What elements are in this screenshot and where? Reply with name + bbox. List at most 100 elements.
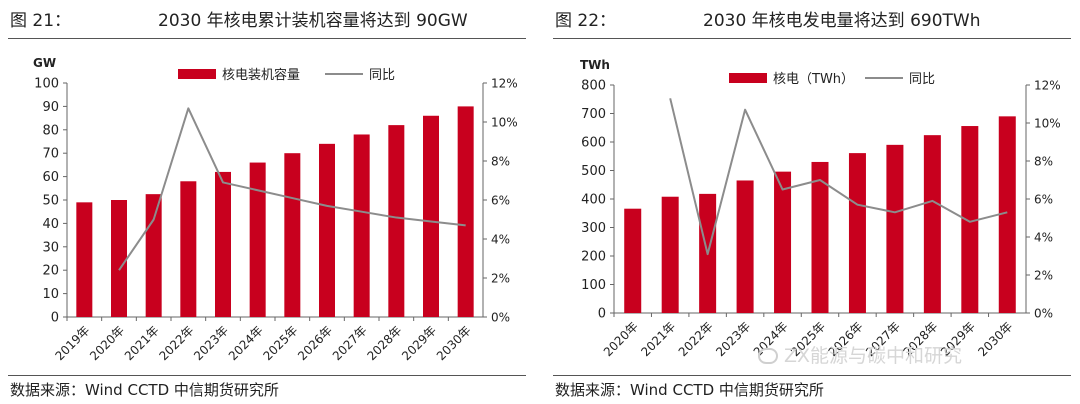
y-left-tick-label: 50 (42, 194, 59, 209)
x-tick-label: 2020年 (601, 319, 641, 359)
legend-bar-swatch (178, 69, 216, 79)
y-left-tick-label: 100 (34, 77, 59, 92)
figure-22-title: 图 22： 2030 年核电发电量将达到 690TWh (555, 6, 1070, 36)
bar (998, 116, 1016, 313)
bar (961, 126, 979, 313)
legend-bar-label: 核电（TWh） (773, 72, 854, 87)
y-left-tick-label: 20 (42, 264, 59, 279)
y-axis-left-unit: TWh (580, 58, 610, 72)
legend-line-label: 同比 (909, 72, 935, 87)
bar (923, 135, 941, 313)
x-tick-label: 2029年 (399, 323, 439, 363)
bar (388, 125, 405, 318)
y-left-tick-label: 0 (598, 307, 606, 322)
y-right-tick-label: 12% (491, 77, 518, 91)
y-axis-left-unit: GW (33, 56, 56, 70)
watermark-text: ZX能源与碳中和研究 (784, 345, 963, 367)
figure-22-title-text: 2030 年核电发电量将达到 690TWh (703, 11, 981, 31)
figure-22-top-rule (553, 38, 1071, 39)
y-left-tick-label: 10 (42, 287, 59, 302)
x-tick-label: 2021年 (122, 323, 162, 363)
y-right-tick-label: 10% (491, 116, 518, 130)
x-tick-label: 2025年 (260, 323, 300, 363)
x-tick-label: 2023年 (191, 323, 231, 363)
x-tick-label: 2022年 (676, 319, 716, 359)
bar (353, 134, 370, 317)
bar (886, 144, 904, 313)
y-right-tick-label: 8% (1034, 155, 1053, 169)
bar (249, 162, 266, 317)
bar (319, 143, 335, 317)
bar (76, 202, 93, 317)
y-left-tick-label: 600 (581, 136, 606, 151)
y-left-tick-label: 30 (42, 240, 59, 255)
bar (624, 208, 642, 313)
x-tick-label: 2021年 (638, 319, 678, 359)
x-tick-label: 2026年 (295, 323, 335, 363)
y-right-tick-label: 8% (491, 155, 510, 169)
bar (215, 171, 231, 317)
watermark: ZX能源与碳中和研究 (758, 343, 1058, 369)
y-left-tick-label: 0 (51, 311, 59, 326)
wechat-icon (758, 348, 778, 364)
figure-21-title: 图 21： 2030 年核电累计装机容量将达到 90GW (10, 6, 525, 36)
y-left-tick-label: 400 (581, 193, 606, 208)
x-tick-label: 2022年 (156, 323, 196, 363)
x-tick-label: 2019年 (52, 323, 92, 363)
figure-21-chart: GW 0 10 20 30 40 50 60 70 80 90 100 0% 2% 4% 6% 8% 10% 12%… (33, 56, 518, 363)
bar (423, 115, 439, 317)
figure-21-top-rule (8, 38, 526, 39)
y-left-tick-label: 70 (42, 147, 59, 162)
y-right-tick-label: 6% (491, 194, 510, 208)
y-left-tick-label: 500 (581, 164, 606, 179)
y-right-tick-label: 4% (491, 233, 510, 247)
figure-21-panel: 图 21： 2030 年核电累计装机容量将达到 90GW GW 0 10 20 30 40 5… (0, 0, 530, 404)
y-left-tick-label: 300 (581, 221, 606, 236)
figure-21-number: 图 21： (10, 11, 72, 31)
yoy-line (669, 98, 1008, 256)
x-tick-label: 2020年 (87, 323, 127, 363)
x-tick-label: 2024年 (226, 323, 266, 363)
bar (736, 180, 754, 313)
bar (457, 106, 474, 318)
bar (284, 153, 301, 317)
y-right-tick-label: 0% (491, 311, 510, 325)
bar (180, 181, 197, 317)
y-left-tick-label: 40 (42, 217, 59, 232)
y-left-tick-label: 90 (42, 100, 59, 115)
figure-22-number: 图 22： (555, 11, 617, 31)
figure-21-title-text: 2030 年核电累计装机容量将达到 90GW (158, 11, 468, 31)
figure-21-source: 数据来源：Wind CCTD 中信期货研究所 (10, 381, 279, 399)
y-left-tick-label: 100 (581, 278, 606, 293)
bar (811, 161, 829, 313)
x-tick-label: 2027年 (330, 323, 370, 363)
figure-21-bottom-rule (8, 375, 526, 376)
y-right-tick-label: 0% (1034, 307, 1053, 321)
x-tick-label: 2028年 (364, 323, 404, 363)
y-right-tick-label: 12% (1034, 79, 1061, 93)
figure-22-source: 数据来源：Wind CCTD 中信期货研究所 (555, 381, 824, 399)
y-right-tick-label: 4% (1034, 231, 1053, 245)
bar (661, 196, 679, 313)
legend-bar-swatch (729, 73, 767, 83)
y-left-tick-label: 700 (581, 107, 606, 122)
y-right-tick-label: 2% (491, 272, 510, 286)
y-left-tick-label: 60 (42, 170, 59, 185)
bar (848, 153, 866, 313)
y-left-tick-label: 800 (581, 79, 606, 94)
legend-bar-label: 核电装机容量 (222, 67, 300, 83)
y-left-tick-label: 80 (42, 123, 59, 138)
bar (145, 194, 162, 317)
x-tick-label: 2030年 (434, 323, 474, 363)
y-left-tick-label: 200 (581, 250, 606, 265)
bar (774, 171, 792, 313)
x-tick-label: 2023年 (713, 319, 753, 359)
figure-22-panel: 图 22： 2030 年核电发电量将达到 690TWh TWh 0 100 200 300… (545, 0, 1075, 404)
bar (111, 200, 127, 317)
legend-line-label: 同比 (369, 68, 395, 83)
y-right-tick-label: 10% (1034, 117, 1061, 131)
y-right-tick-label: 2% (1034, 269, 1053, 283)
figure-22-bottom-rule (553, 375, 1071, 376)
y-right-tick-label: 6% (1034, 193, 1053, 207)
figure-22-chart: TWh 0 100 200 300 400 500 600 700 800 0% 2% 4% 6% 8% 10… (580, 58, 1061, 359)
